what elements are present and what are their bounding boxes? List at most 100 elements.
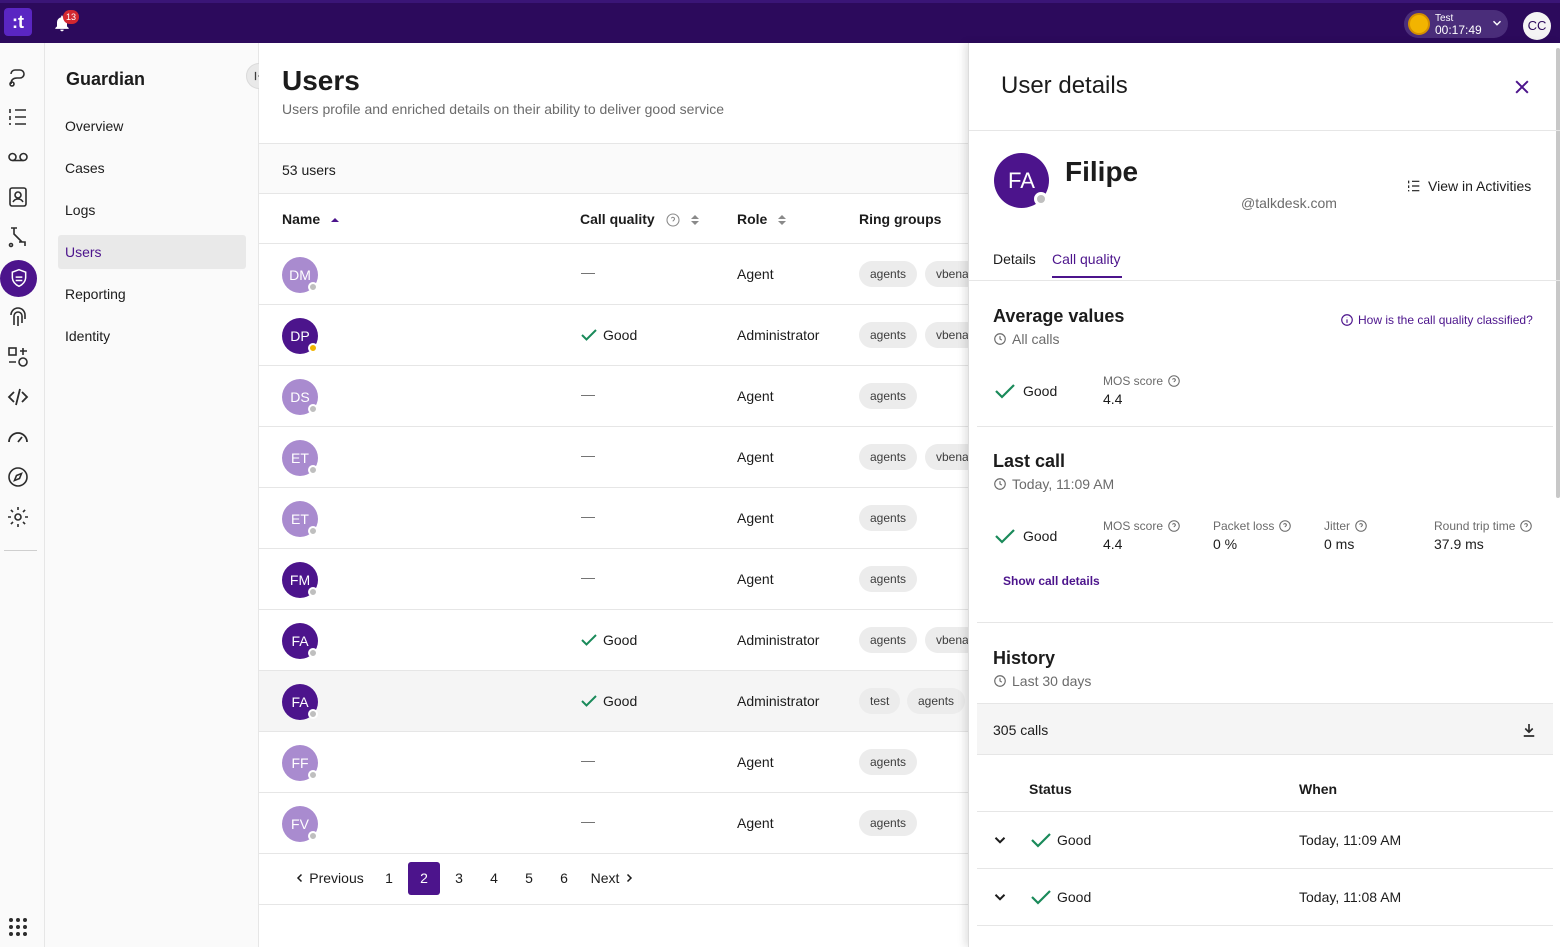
presence-indicator [308, 770, 318, 780]
view-in-activities-button[interactable]: View in Activities [1406, 178, 1531, 194]
presence-indicator [308, 282, 318, 292]
jitter-value: 0 ms [1324, 536, 1355, 552]
page-button-4[interactable]: 4 [490, 870, 498, 886]
chevron-down-icon[interactable] [991, 888, 1009, 906]
active-tab-indicator [1052, 276, 1122, 278]
table-row-selected[interactable]: FA Good Administrator test agents [259, 671, 968, 732]
table-row[interactable]: FV — Agent agents [259, 793, 968, 854]
app-logo[interactable]: :t [4, 8, 32, 36]
next-page-button[interactable]: Next [588, 862, 638, 895]
sort-icon [778, 215, 787, 226]
conversations-icon[interactable] [6, 65, 30, 89]
flow-icon[interactable] [6, 225, 30, 249]
chevron-down-icon[interactable] [991, 831, 1009, 849]
table-row[interactable]: ET — Agent agents [259, 488, 968, 549]
history-calls-bar: 305 calls [977, 703, 1553, 755]
page-subtitle: Users profile and enriched details on th… [282, 101, 725, 117]
page-button-3[interactable]: 3 [455, 870, 463, 886]
nav-item-users[interactable]: Users [58, 235, 246, 269]
page-button-2[interactable]: 2 [408, 862, 440, 895]
guardian-nav-active[interactable] [0, 260, 37, 297]
code-icon[interactable] [6, 385, 30, 409]
page-button-5[interactable]: 5 [525, 870, 533, 886]
history-row[interactable]: Good Today, 11:08 AM [977, 869, 1553, 926]
voicemail-icon[interactable] [6, 145, 30, 169]
previous-page-button[interactable]: Previous [292, 862, 366, 895]
table-row[interactable]: FF — Agent agents [259, 732, 968, 793]
metric-label-text: Round trip time [1434, 519, 1516, 533]
contacts-icon[interactable] [6, 185, 30, 209]
nav-item-logs[interactable]: Logs [65, 202, 96, 218]
average-values-scope: All calls [1012, 331, 1060, 347]
nav-item-identity[interactable]: Identity [65, 328, 111, 344]
presence-indicator [308, 709, 318, 719]
role-value: Agent [737, 754, 774, 770]
details-user-name: Filipe [1065, 156, 1139, 187]
table-row[interactable]: ET — Agent agents vbena [259, 427, 980, 488]
page-button-1[interactable]: 1 [385, 870, 393, 886]
page-button-6[interactable]: 6 [560, 870, 568, 886]
analytics-icon[interactable] [6, 345, 30, 369]
tab-details[interactable]: Details [993, 251, 1036, 267]
clock-icon [994, 478, 1006, 490]
download-icon[interactable] [1520, 721, 1538, 739]
timer-label: Test [1435, 13, 1454, 24]
call-quality-value: Good [581, 693, 637, 709]
fingerprint-icon[interactable] [6, 305, 30, 329]
table-row[interactable]: DP Good Administrator agents vbena [259, 305, 980, 366]
role-value: Administrator [737, 327, 820, 343]
panel-scrollbar[interactable] [1556, 48, 1560, 498]
close-icon[interactable] [1512, 77, 1532, 97]
mos-score-value: 4.4 [1103, 391, 1123, 407]
user-avatar[interactable]: CC [1523, 12, 1551, 40]
history-status-label: Good [1057, 889, 1092, 905]
sort-ascending-icon [331, 218, 340, 223]
role-value: Agent [737, 571, 774, 587]
how-link-label: How is the call quality classified? [1358, 313, 1533, 327]
presence-indicator [308, 343, 318, 353]
presence-indicator [1034, 192, 1048, 206]
metric-label-text: MOS score [1103, 519, 1164, 533]
round-trip-time-label: Round trip time [1434, 519, 1533, 533]
table-row[interactable]: FM — Agent agents [259, 549, 968, 610]
help-icon[interactable] [1278, 519, 1292, 533]
list-icon[interactable] [6, 105, 30, 129]
last-call-title: Last call [993, 451, 1066, 471]
ring-group-chip: agents [859, 322, 918, 348]
help-icon[interactable] [1519, 519, 1533, 533]
mos-score-label: MOS score [1103, 519, 1181, 533]
speedometer-icon[interactable] [6, 425, 30, 449]
nav-item-cases[interactable]: Cases [65, 160, 105, 176]
check-icon [995, 384, 1015, 399]
clock-icon [994, 675, 1006, 687]
compass-icon[interactable] [6, 465, 30, 489]
presence-indicator [308, 404, 318, 414]
history-status-label: Good [1057, 832, 1092, 848]
column-header-name[interactable]: Name [282, 211, 340, 227]
status-timer[interactable]: Test 00:17:49 [1404, 10, 1508, 38]
help-icon[interactable] [1167, 519, 1181, 533]
ring-group-chip: agents [859, 749, 918, 775]
show-call-details-link[interactable]: Show call details [1003, 574, 1100, 588]
history-row[interactable]: Good Today, 11:09 AM [977, 812, 1553, 869]
help-icon[interactable] [1354, 519, 1368, 533]
column-header-call-quality[interactable]: Call quality [580, 211, 700, 228]
users-count: 53 users [282, 162, 336, 178]
average-quality: Good [995, 383, 1057, 399]
column-header-ring-groups[interactable]: Ring groups [859, 211, 941, 227]
nav-item-overview[interactable]: Overview [65, 118, 124, 134]
user-details-panel: User details FA Filipe @talkdesk.com Vie… [968, 43, 1560, 947]
table-row[interactable]: DM — Agent agents vbena [259, 244, 980, 305]
gear-icon[interactable] [6, 505, 30, 529]
table-row[interactable]: DS — Agent agents [259, 366, 968, 427]
help-icon[interactable] [1167, 374, 1181, 388]
table-row[interactable]: FA Good Administrator agents vbena [259, 610, 980, 671]
nav-item-reporting[interactable]: Reporting [65, 286, 126, 302]
help-icon[interactable] [665, 212, 681, 228]
info-icon [1341, 314, 1353, 326]
previous-label: Previous [309, 870, 364, 886]
column-header-role[interactable]: Role [737, 211, 787, 227]
tab-call-quality[interactable]: Call quality [1052, 251, 1121, 267]
how-is-quality-classified-link[interactable]: How is the call quality classified? [1340, 313, 1533, 327]
apps-grid-icon[interactable] [6, 915, 30, 939]
